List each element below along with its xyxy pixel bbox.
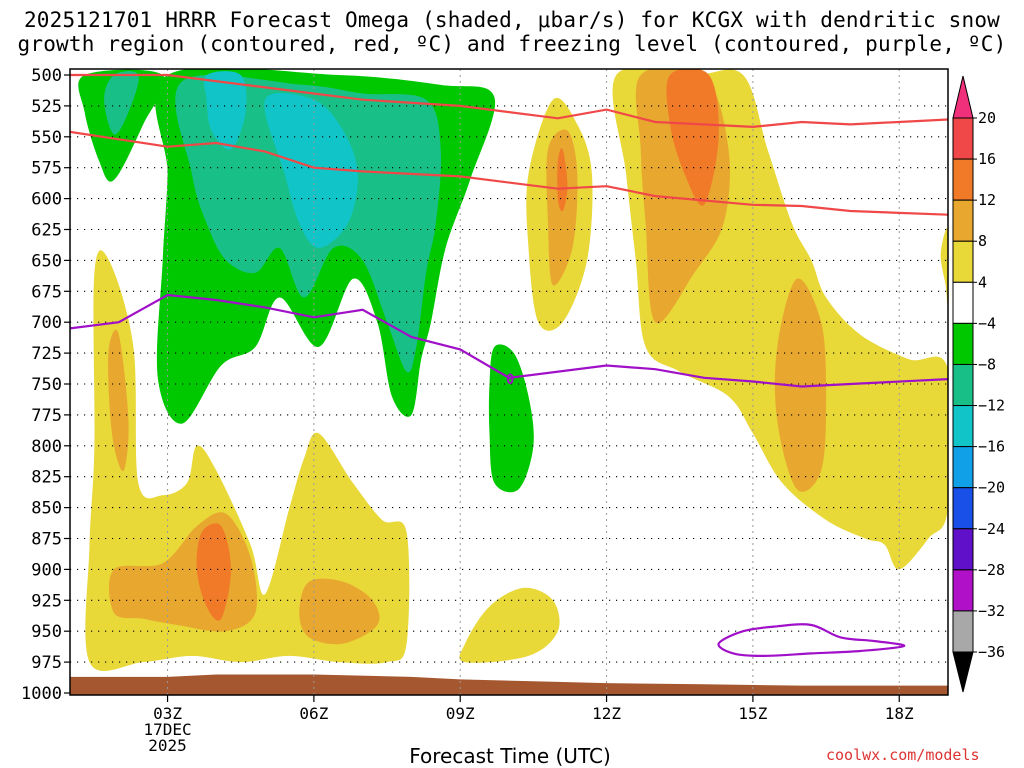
colorbar-bottom-triangle bbox=[952, 651, 974, 693]
omega-region-pos12 bbox=[196, 523, 231, 621]
colorbar-band bbox=[952, 199, 974, 242]
colorbar-label: −36 bbox=[978, 643, 1005, 661]
colorbar-band bbox=[952, 528, 974, 571]
colorbar-band bbox=[952, 569, 974, 612]
colorbar-band bbox=[952, 117, 974, 160]
colorbar-label: 8 bbox=[978, 232, 987, 250]
omega-region-pos8 bbox=[299, 578, 380, 645]
dgz-top-contour bbox=[70, 73, 948, 129]
terrain-layer bbox=[70, 674, 948, 695]
omega-region-neg8 bbox=[104, 71, 139, 135]
colorbar-band bbox=[952, 158, 974, 201]
x-tick-label: 03Z bbox=[153, 704, 182, 723]
colorbar-label: −20 bbox=[978, 479, 1005, 497]
colorbar-label: 16 bbox=[978, 150, 996, 168]
x-date-label: 17DEC bbox=[143, 720, 191, 739]
omega-region-neg4 bbox=[488, 344, 534, 493]
y-tick-label: 850 bbox=[31, 499, 62, 519]
omega-region-pos8 bbox=[774, 278, 827, 492]
title-line-2: growth region (contoured, red, ºC) and f… bbox=[17, 32, 1007, 56]
x-tick-label: 06Z bbox=[299, 704, 328, 723]
contour-lines: 0 bbox=[70, 73, 948, 658]
omega-region-pos12 bbox=[557, 148, 568, 212]
x-tick-label: 12Z bbox=[592, 704, 621, 723]
omega-region-pos4 bbox=[940, 227, 948, 306]
colorbar-band bbox=[952, 363, 974, 407]
y-tick-label: 825 bbox=[31, 468, 62, 488]
freezing-level-contour bbox=[70, 293, 948, 388]
freezing-level-label: 0 bbox=[506, 372, 514, 388]
y-tick-label: 1000 bbox=[21, 684, 62, 704]
colorbar-label: 12 bbox=[978, 191, 996, 209]
x-date-label: 2025 bbox=[148, 736, 187, 755]
y-tick-label: 575 bbox=[31, 159, 62, 179]
y-tick-label: 500 bbox=[31, 66, 62, 86]
colorbar-band bbox=[952, 281, 974, 324]
colorbar-band bbox=[952, 446, 974, 489]
omega-region-neg12 bbox=[264, 92, 358, 248]
y-tick-label: 525 bbox=[31, 97, 62, 117]
colorbar-label: −8 bbox=[978, 355, 996, 373]
y-tick-label: 725 bbox=[31, 344, 62, 364]
colorbar-band bbox=[952, 240, 974, 283]
plot-frame bbox=[69, 68, 949, 696]
colorbar: 20 16 12 8 4 −4 −8 −12 −16 −20 −24 −28 −32 −36 bbox=[952, 75, 1005, 693]
colorbar-band bbox=[952, 487, 974, 530]
colorbar-label: −24 bbox=[978, 520, 1005, 538]
omega-region-pos8 bbox=[108, 329, 129, 472]
y-tick-label: 800 bbox=[31, 437, 62, 457]
x-axis-label: Forecast Time (UTC) bbox=[409, 744, 611, 768]
colorbar-band bbox=[952, 322, 974, 365]
dgz-bottom-contour bbox=[70, 130, 948, 216]
x-tick-label: 15Z bbox=[738, 704, 767, 723]
y-tick-label: 625 bbox=[31, 221, 62, 241]
y-tick-label: 950 bbox=[31, 622, 62, 642]
colorbar-label: −12 bbox=[978, 397, 1005, 415]
title-line-1: 2025121701 HRRR Forecast Omega (shaded, … bbox=[23, 8, 1001, 32]
y-tick-label: 700 bbox=[31, 313, 62, 333]
y-tick-label: 550 bbox=[31, 128, 62, 148]
y-axis: 500 525 550 575 600 625 650 675 700 725 750 775 800 8… bbox=[21, 66, 70, 704]
chart-title: 2025121701 HRRR Forecast Omega (shaded, … bbox=[0, 8, 1024, 56]
colorbar-label: −32 bbox=[978, 602, 1005, 620]
colorbar-band bbox=[952, 610, 974, 653]
freezing-level-closed-contour bbox=[717, 623, 906, 658]
omega-region-pos4 bbox=[459, 587, 560, 663]
y-tick-label: 650 bbox=[31, 251, 62, 271]
colorbar-label: −4 bbox=[978, 314, 996, 332]
y-tick-label: 675 bbox=[31, 282, 62, 302]
omega-shading bbox=[78, 69, 948, 672]
colorbar-top-triangle bbox=[952, 75, 974, 119]
y-tick-label: 875 bbox=[31, 530, 62, 550]
terrain-fill bbox=[70, 674, 948, 695]
x-tick-label: 18Z bbox=[885, 704, 914, 723]
colorbar-band bbox=[952, 405, 974, 448]
y-tick-label: 775 bbox=[31, 406, 62, 426]
colorbar-label: 20 bbox=[978, 109, 996, 127]
y-tick-label: 750 bbox=[31, 375, 62, 395]
y-tick-label: 600 bbox=[31, 190, 62, 210]
x-tick-label: 09Z bbox=[446, 704, 475, 723]
y-tick-label: 975 bbox=[31, 653, 62, 673]
colorbar-label: −16 bbox=[978, 438, 1005, 456]
omega-region-pos12 bbox=[666, 69, 719, 206]
y-tick-label: 900 bbox=[31, 560, 62, 580]
y-tick-label: 925 bbox=[31, 591, 62, 611]
source-credit: coolwx.com/models bbox=[826, 746, 980, 764]
omega-region-neg12 bbox=[203, 71, 247, 150]
colorbar-label: 4 bbox=[978, 273, 987, 291]
colorbar-label: −28 bbox=[978, 561, 1005, 579]
